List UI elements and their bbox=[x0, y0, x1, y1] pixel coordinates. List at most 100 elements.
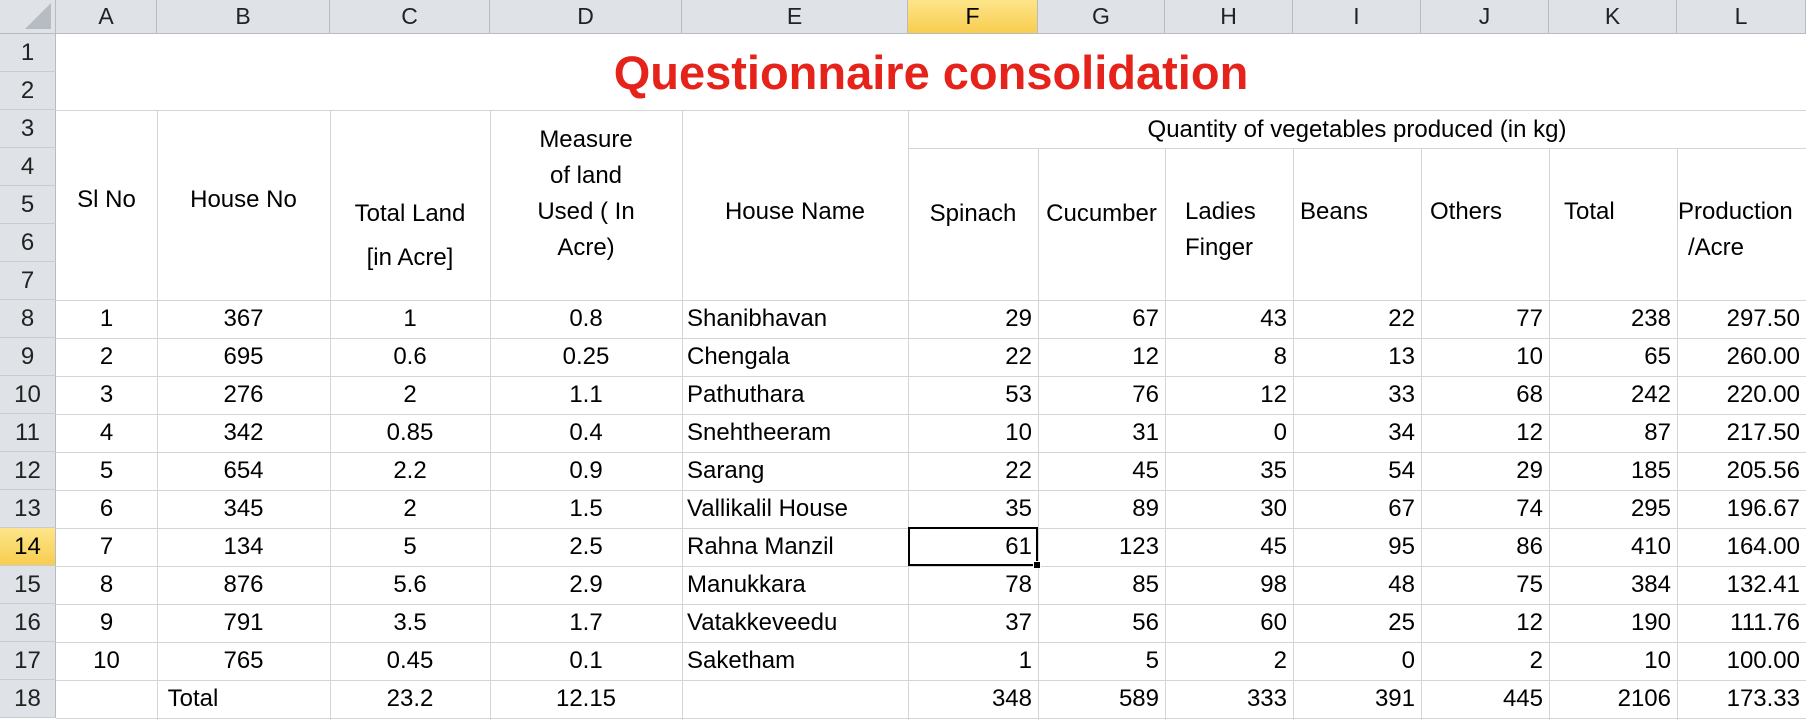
cell-total-land[interactable]: 1 bbox=[403, 305, 417, 332]
cell-total-land[interactable]: 5.6 bbox=[393, 571, 427, 598]
row-header-8[interactable]: 8 bbox=[0, 300, 56, 338]
cell-measure[interactable]: 0.1 bbox=[569, 647, 603, 674]
cell-spinach[interactable]: 22 bbox=[1005, 343, 1032, 370]
cell-total-land[interactable]: 2.2 bbox=[393, 457, 427, 484]
row-header-2[interactable]: 2 bbox=[0, 72, 56, 110]
cell-production[interactable]: 297.50 bbox=[1726, 305, 1800, 332]
cell-total[interactable]: 65 bbox=[1644, 343, 1671, 370]
cell-others[interactable]: 75 bbox=[1516, 571, 1543, 598]
cell-total[interactable]: 185 bbox=[1630, 457, 1671, 484]
cell-sl-no[interactable]: 8 bbox=[99, 571, 114, 598]
row-header-14[interactable]: 14 bbox=[0, 528, 56, 566]
column-header-a[interactable]: A bbox=[56, 0, 157, 34]
cell-ladies-finger[interactable]: 30 bbox=[1260, 495, 1287, 522]
cell-house-name[interactable]: Pathuthara bbox=[687, 381, 805, 408]
cell-house-no[interactable]: 345 bbox=[223, 495, 264, 522]
row-header-1[interactable]: 1 bbox=[0, 34, 56, 72]
row-header-11[interactable]: 11 bbox=[0, 414, 56, 452]
cell-beans[interactable]: 13 bbox=[1388, 343, 1415, 370]
cell-measure[interactable]: 1.1 bbox=[569, 381, 603, 408]
cell-house-no[interactable]: 367 bbox=[223, 305, 264, 332]
row-header-12[interactable]: 12 bbox=[0, 452, 56, 490]
cell-total-land[interactable]: 2 bbox=[403, 495, 417, 522]
column-header-i[interactable]: I bbox=[1293, 0, 1421, 34]
cell-total[interactable]: 87 bbox=[1644, 419, 1671, 446]
total-total[interactable]: 2106 bbox=[1617, 685, 1671, 712]
cell-measure[interactable]: 0.4 bbox=[569, 419, 603, 446]
row-header-13[interactable]: 13 bbox=[0, 490, 56, 528]
cell-others[interactable]: 12 bbox=[1516, 419, 1543, 446]
column-header-k[interactable]: K bbox=[1549, 0, 1677, 34]
cell-total[interactable]: 238 bbox=[1630, 305, 1671, 332]
cell-total-land[interactable]: 0.85 bbox=[386, 419, 434, 446]
cell-house-no[interactable]: 342 bbox=[223, 419, 264, 446]
cell-house-name[interactable]: Chengala bbox=[687, 343, 790, 370]
cell-ladies-finger[interactable]: 60 bbox=[1260, 609, 1287, 636]
column-header-l[interactable]: L bbox=[1677, 0, 1806, 34]
cell-house-no[interactable]: 654 bbox=[223, 457, 264, 484]
total-spinach[interactable]: 348 bbox=[991, 685, 1032, 712]
cell-ladies-finger[interactable]: 12 bbox=[1260, 381, 1287, 408]
total-ladies-finger[interactable]: 333 bbox=[1246, 685, 1287, 712]
cell-production[interactable]: 100.00 bbox=[1726, 647, 1800, 674]
cell-spinach[interactable]: 10 bbox=[1005, 419, 1032, 446]
cell-production[interactable]: 111.76 bbox=[1730, 609, 1800, 636]
cell-measure[interactable]: 0.25 bbox=[562, 343, 610, 370]
cell-cucumber[interactable]: 76 bbox=[1132, 381, 1159, 408]
cell-total-land[interactable]: 2 bbox=[403, 381, 417, 408]
cell-sl-no[interactable]: 2 bbox=[99, 343, 114, 370]
cell-spinach[interactable]: 78 bbox=[1005, 571, 1032, 598]
total-production[interactable]: 173.33 bbox=[1726, 685, 1800, 712]
cell-ladies-finger[interactable]: 45 bbox=[1260, 533, 1287, 560]
cell-sl-no[interactable]: 4 bbox=[99, 419, 114, 446]
cell-cucumber[interactable]: 31 bbox=[1132, 419, 1159, 446]
total-others[interactable]: 445 bbox=[1502, 685, 1543, 712]
cell-total[interactable]: 410 bbox=[1630, 533, 1671, 560]
row-header-7[interactable]: 7 bbox=[0, 262, 56, 300]
cell-total[interactable]: 384 bbox=[1630, 571, 1671, 598]
row-header-18[interactable]: 18 bbox=[0, 680, 56, 718]
cell-house-name[interactable]: Vallikalil House bbox=[687, 495, 848, 522]
cell-others[interactable]: 77 bbox=[1516, 305, 1543, 332]
cell-spinach[interactable]: 22 bbox=[1005, 457, 1032, 484]
cell-sl-no[interactable]: 5 bbox=[99, 457, 114, 484]
cell-house-name[interactable]: Manukkara bbox=[687, 571, 806, 598]
cell-ladies-finger[interactable]: 43 bbox=[1260, 305, 1287, 332]
cell-spinach[interactable]: 1 bbox=[1018, 647, 1032, 674]
cell-house-name[interactable]: Rahna Manzil bbox=[687, 533, 834, 560]
cell-cucumber[interactable]: 123 bbox=[1118, 533, 1159, 560]
cell-house-no[interactable]: 134 bbox=[223, 533, 264, 560]
cell-production[interactable]: 132.41 bbox=[1726, 571, 1800, 598]
cell-total[interactable]: 242 bbox=[1630, 381, 1671, 408]
total-cucumber[interactable]: 589 bbox=[1118, 685, 1159, 712]
cell-total-land[interactable]: 0.45 bbox=[386, 647, 434, 674]
row-header-10[interactable]: 10 bbox=[0, 376, 56, 414]
cell-production[interactable]: 196.67 bbox=[1726, 495, 1800, 522]
cell-measure[interactable]: 2.5 bbox=[569, 533, 603, 560]
cell-total[interactable]: 10 bbox=[1644, 647, 1671, 674]
cell-production[interactable]: 205.56 bbox=[1726, 457, 1800, 484]
column-header-e[interactable]: E bbox=[682, 0, 908, 34]
cell-house-name[interactable]: Saketham bbox=[687, 647, 796, 674]
cell-cucumber[interactable]: 67 bbox=[1132, 305, 1159, 332]
row-header-17[interactable]: 17 bbox=[0, 642, 56, 680]
row-header-9[interactable]: 9 bbox=[0, 338, 56, 376]
cell-measure[interactable]: 0.9 bbox=[569, 457, 603, 484]
cell-others[interactable]: 29 bbox=[1516, 457, 1543, 484]
cell-house-no[interactable]: 276 bbox=[223, 381, 264, 408]
column-header-c[interactable]: C bbox=[330, 0, 490, 34]
cell-house-no[interactable]: 791 bbox=[223, 609, 264, 636]
cell-beans[interactable]: 48 bbox=[1388, 571, 1415, 598]
cell-spinach[interactable]: 53 bbox=[1005, 381, 1032, 408]
cell-others[interactable]: 12 bbox=[1516, 609, 1543, 636]
cell-ladies-finger[interactable]: 0 bbox=[1273, 419, 1287, 446]
cell-measure[interactable]: 1.5 bbox=[569, 495, 603, 522]
cell-ladies-finger[interactable]: 8 bbox=[1273, 343, 1287, 370]
cell-total[interactable]: 295 bbox=[1630, 495, 1671, 522]
cell-cucumber[interactable]: 5 bbox=[1145, 647, 1159, 674]
cell-spinach-active[interactable]: 61 bbox=[1005, 533, 1032, 560]
column-header-b[interactable]: B bbox=[157, 0, 330, 34]
cell-beans[interactable]: 25 bbox=[1388, 609, 1415, 636]
cell-total-land[interactable]: 5 bbox=[403, 533, 417, 560]
column-header-h[interactable]: H bbox=[1165, 0, 1293, 34]
